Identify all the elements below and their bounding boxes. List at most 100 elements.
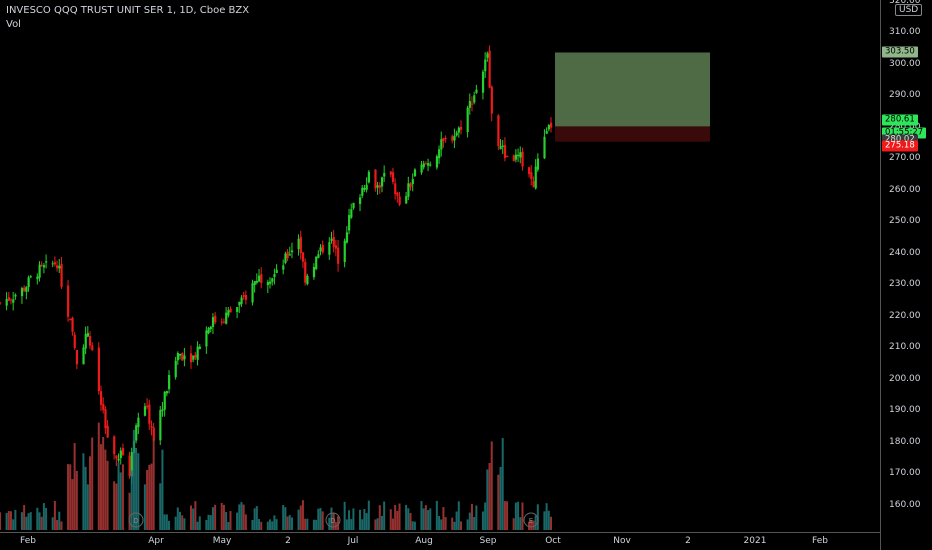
volume-bar bbox=[189, 505, 192, 530]
volume-bar bbox=[269, 519, 272, 530]
volume-bar bbox=[104, 449, 107, 530]
volume-bar bbox=[75, 470, 78, 530]
volume-bar bbox=[455, 511, 458, 530]
currency-button[interactable]: USD bbox=[895, 4, 923, 16]
candle-body bbox=[159, 410, 162, 441]
time-scale[interactable]: Feb Apr May 2 Jul Aug Sep Oct Nov 2 2021 Feb bbox=[0, 532, 880, 550]
candle-body bbox=[475, 89, 478, 93]
volume-bar bbox=[38, 512, 41, 530]
volume-bar bbox=[67, 464, 70, 530]
volume-bar bbox=[58, 511, 61, 530]
volume-bar bbox=[517, 501, 520, 530]
volume-bar bbox=[438, 515, 441, 530]
candle-body bbox=[181, 353, 184, 361]
volume-bar bbox=[119, 472, 122, 530]
volume-bar bbox=[297, 509, 300, 530]
price-scale[interactable]: USD 320.00 310.00 300.00 290.00 280.00 270.00… bbox=[880, 0, 932, 550]
volume-bar bbox=[512, 518, 515, 530]
volume-bar bbox=[12, 519, 15, 530]
candle-body bbox=[89, 335, 92, 346]
volume-bar bbox=[209, 515, 212, 530]
event-marker-icon[interactable] bbox=[523, 512, 539, 528]
volume-bar bbox=[150, 463, 153, 530]
loss-zone[interactable] bbox=[555, 126, 710, 142]
candle-body bbox=[205, 330, 208, 347]
candle-body bbox=[429, 164, 432, 166]
volume-bar bbox=[301, 500, 304, 530]
candle-body bbox=[238, 302, 241, 306]
volume-bar bbox=[159, 483, 162, 530]
volume-bar bbox=[488, 463, 491, 530]
price-tick-label: 250.00 bbox=[889, 216, 921, 226]
volume-bar bbox=[348, 510, 351, 530]
volume-bar bbox=[282, 505, 285, 530]
price-tick-label: 280.00 bbox=[889, 122, 921, 132]
time-tick-label: Feb bbox=[812, 536, 828, 546]
volume-bar bbox=[137, 453, 140, 530]
volume-bar bbox=[176, 507, 179, 530]
candle-body bbox=[102, 403, 105, 411]
chart-pane[interactable]: D D E INVESCO QQQ TRUST UNIT SER 1, 1D, Cb… bbox=[0, 0, 880, 532]
candle-body bbox=[315, 256, 318, 270]
volume-bar bbox=[253, 508, 256, 530]
volume-bar bbox=[163, 514, 166, 530]
event-marker-icon[interactable] bbox=[325, 512, 341, 528]
volume-bar bbox=[365, 513, 368, 530]
candle-body bbox=[528, 167, 531, 175]
volume-bar bbox=[429, 508, 432, 530]
candle-body bbox=[328, 242, 331, 255]
volume-bar bbox=[383, 501, 386, 530]
candle-body bbox=[440, 139, 443, 150]
candle-body bbox=[442, 138, 445, 141]
candle-body bbox=[453, 135, 456, 141]
event-marker-label: E bbox=[529, 517, 533, 525]
event-marker-icon[interactable] bbox=[128, 512, 144, 528]
candle-body bbox=[284, 253, 287, 263]
candle-body bbox=[394, 183, 397, 195]
candle-body bbox=[82, 347, 85, 365]
time-tick-label: May bbox=[212, 536, 232, 546]
candle-body bbox=[71, 317, 74, 332]
candle-body bbox=[332, 237, 335, 247]
candle-body bbox=[53, 262, 57, 265]
volume-bar bbox=[82, 453, 85, 530]
volume-bar bbox=[451, 517, 454, 530]
candle-body bbox=[350, 209, 353, 218]
volume-bar bbox=[422, 508, 425, 530]
volume-bar bbox=[497, 474, 500, 530]
candle-body bbox=[299, 236, 302, 253]
volume-bar bbox=[229, 511, 232, 530]
volume-bar bbox=[359, 509, 362, 530]
candle-body bbox=[514, 154, 518, 160]
candle-body bbox=[367, 171, 370, 183]
candle-body bbox=[130, 452, 133, 477]
volume-bar bbox=[5, 512, 8, 530]
candle-body bbox=[405, 196, 408, 204]
candle-body bbox=[359, 197, 362, 205]
volume-bar bbox=[152, 438, 155, 530]
candle-body bbox=[352, 202, 355, 209]
volume-bar bbox=[86, 484, 89, 530]
candle-body bbox=[84, 333, 87, 349]
volume-bar bbox=[255, 506, 258, 530]
volume-bar bbox=[165, 514, 168, 530]
price-tick-label: 180.00 bbox=[889, 436, 921, 447]
volume-bar bbox=[427, 510, 430, 530]
candle-body bbox=[242, 295, 245, 297]
volume-bar bbox=[130, 470, 133, 530]
volume-bar bbox=[115, 483, 118, 530]
candle-body bbox=[113, 436, 116, 455]
volume-bar bbox=[273, 515, 276, 530]
profit-zone[interactable] bbox=[555, 52, 710, 127]
volume-bar bbox=[73, 443, 76, 530]
volume-bar bbox=[89, 456, 92, 530]
candle-body bbox=[179, 353, 182, 356]
candle-body bbox=[481, 71, 485, 93]
candle-body bbox=[345, 232, 349, 243]
candle-body bbox=[128, 455, 131, 477]
candle-body bbox=[209, 326, 212, 330]
candle-body bbox=[424, 163, 428, 165]
volume-bar bbox=[442, 507, 445, 530]
volume-bar bbox=[91, 437, 94, 530]
